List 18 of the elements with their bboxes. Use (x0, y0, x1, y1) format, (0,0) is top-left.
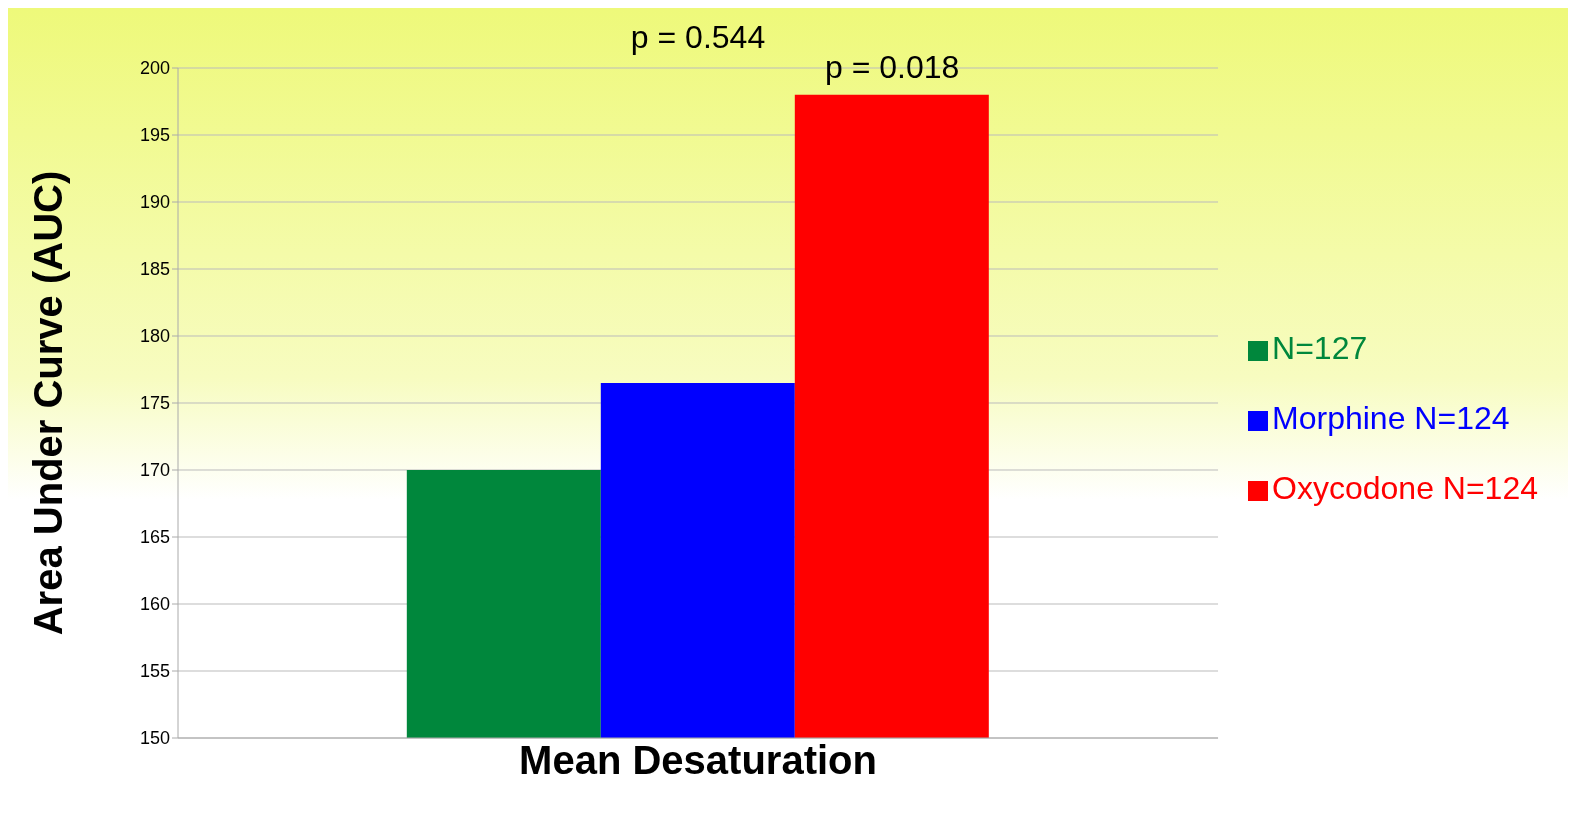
y-tick-label: 195 (139, 125, 170, 146)
y-axis-title: Area Under Curve (AUC) (26, 170, 71, 636)
x-tick-label: Mean Desaturation (519, 738, 877, 783)
y-tick-label: 155 (139, 661, 170, 682)
y-tick-label: 185 (139, 259, 170, 280)
y-tick-label: 190 (139, 192, 170, 213)
y-tick-label: 160 (139, 594, 170, 615)
y-tick-label: 150 (139, 728, 170, 749)
legend-label: Oxycodone N=124 (1272, 470, 1538, 506)
text: p = 0.544 (630, 19, 766, 55)
legend-label: N=127 (1272, 330, 1368, 366)
y-tick-label: 170 (139, 460, 170, 481)
y-tick-label: 175 (139, 393, 170, 414)
y-tick-label: 200 (139, 58, 170, 79)
legend-label: Morphine N=124 (1272, 400, 1510, 436)
annotation: p = 0.018 (824, 49, 960, 85)
y-tick-label: 165 (139, 527, 170, 548)
y-tick-label: 180 (139, 326, 170, 347)
